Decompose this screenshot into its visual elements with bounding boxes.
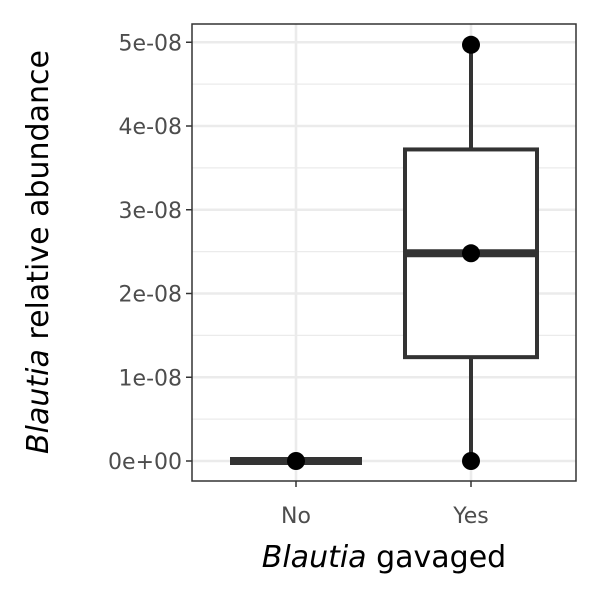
x-tick-label: Yes [452,504,489,529]
data-points [287,35,480,470]
point-yes [462,35,480,54]
x-axis-title: Blautia gavaged [262,540,506,575]
y-tick-label: 4e-08 [119,115,182,140]
point-yes [462,244,480,263]
boxes [230,44,539,465]
point-yes [462,452,480,470]
y-tick-label: 5e-08 [119,31,182,56]
x-tick-label: No [281,504,311,529]
y-axis-title: Blautia relative abundance [21,50,56,454]
y-tick-label: 1e-08 [119,366,182,391]
panel-border [191,23,577,482]
point-no [287,452,305,470]
y-tick-label: 3e-08 [119,199,182,224]
y-tick-label: 2e-08 [119,283,182,308]
axes: 0e+00 1e-08 2e-08 3e-08 4e-08 5e-08 No Yes [108,31,489,529]
y-tick-label: 0e+00 [108,450,182,475]
